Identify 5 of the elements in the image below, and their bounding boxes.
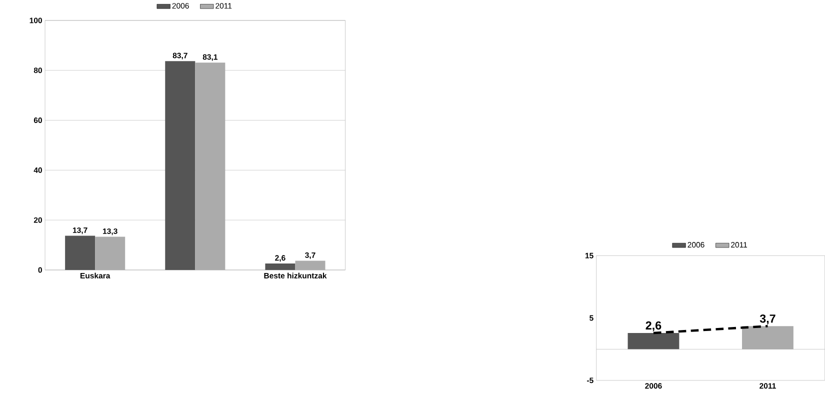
data-label: 2,6 <box>646 321 662 332</box>
bar <box>265 264 296 270</box>
bar <box>165 61 196 270</box>
bar <box>65 236 96 270</box>
data-label: 3,7 <box>760 314 776 325</box>
